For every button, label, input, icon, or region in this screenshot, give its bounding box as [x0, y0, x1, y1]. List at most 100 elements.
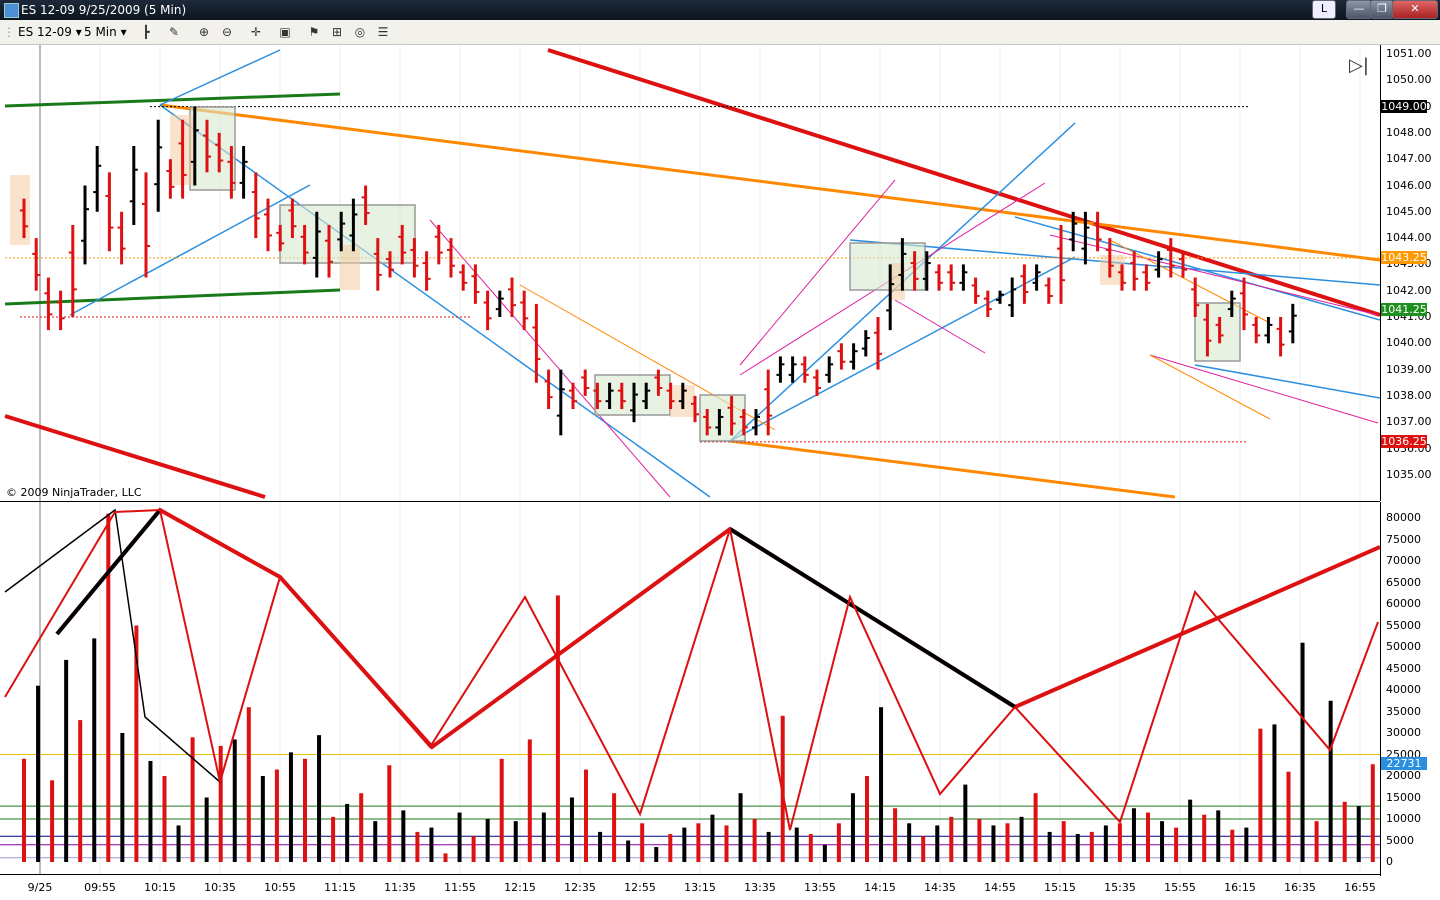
zigzag-black-major [728, 527, 1017, 709]
volume-bar [485, 819, 490, 862]
panel-divider[interactable] [0, 501, 1380, 502]
volume-bar [879, 707, 884, 862]
zoom-out-icon[interactable]: ⊖ [221, 25, 233, 39]
close-button[interactable]: ✕ [1392, 0, 1438, 19]
crosshair-icon[interactable]: ✛ [250, 25, 262, 39]
price-axis-label: 1045.00 [1386, 204, 1432, 218]
volume-bar [317, 735, 322, 862]
volume-bar [1328, 700, 1333, 862]
channel-blue [69, 184, 311, 316]
instrument-dropdown-icon: ▾ [75, 25, 82, 39]
time-axis-label: 13:15 [684, 881, 716, 894]
volume-bar [260, 776, 265, 862]
instrument-selector[interactable]: ES 12-09 ▾ [18, 24, 82, 40]
volume-bar [429, 827, 434, 862]
trendline-orange-main [159, 103, 1380, 262]
toolbar-grip: ⋮ [3, 25, 15, 39]
circle-icon[interactable]: ◎ [354, 25, 366, 39]
channel-blue [159, 104, 711, 498]
volume-axis-label: 80000 [1386, 511, 1421, 524]
volume-bar [893, 808, 898, 862]
interval-selector[interactable]: 5 Min ▾ [84, 24, 127, 40]
price-chart-panel[interactable] [0, 45, 1380, 501]
link-letter-button[interactable]: L [1312, 0, 1336, 19]
time-axis-label: 9/25 [27, 881, 53, 894]
channel-blue [1194, 364, 1380, 399]
volume-bar [682, 827, 687, 862]
price-axis-label: 1038.00 [1386, 388, 1432, 402]
time-axis-label: 13:55 [804, 881, 836, 894]
scroll-to-end-icon[interactable]: ▷| [1349, 55, 1369, 76]
volume-axis-label: 5000 [1386, 833, 1414, 847]
volume-axis-label: 35000 [1386, 704, 1421, 718]
volume-bar [752, 819, 757, 862]
volume-bar [626, 840, 631, 862]
volume-bar [1258, 728, 1263, 862]
window-title-bar: ES 12-09 9/25/2009 (5 Min) L — ❐ ✕ [0, 0, 1440, 20]
volume-bar [1216, 810, 1221, 862]
volume-bar [822, 844, 827, 862]
volume-bar [331, 816, 336, 862]
volume-bar [724, 825, 729, 862]
volume-bar [766, 831, 771, 862]
time-axis-label: 11:55 [444, 881, 476, 894]
fan-magenta [739, 179, 896, 366]
time-axis[interactable]: 9/25 09:55 10:15 10:35 10:55 11:15 11:35 11:55 1… [0, 876, 1440, 900]
volume-axis-label: 30000 [1386, 726, 1421, 739]
strategy-icon[interactable]: ⚑ [308, 25, 320, 39]
volume-bar [218, 745, 223, 862]
volume-axis-label: 55000 [1386, 618, 1421, 632]
trendline-orange-lower [729, 439, 1176, 499]
indicators-icon[interactable]: ⊞ [331, 25, 343, 39]
time-axis-label: 15:35 [1104, 881, 1136, 894]
volume-bar [1019, 816, 1024, 862]
fan-magenta [1149, 354, 1379, 424]
volume-bar [1314, 821, 1319, 862]
bar-style-icon[interactable]: ┣ [142, 25, 150, 39]
volume-axis-label: 10000 [1386, 812, 1421, 825]
volume-axis-label: 50000 [1386, 640, 1421, 653]
volume-bar [204, 797, 209, 862]
volume-bar [640, 823, 645, 862]
volume-bar [1061, 821, 1066, 862]
time-axis-label: 11:15 [324, 881, 356, 894]
volume-bar [1286, 771, 1291, 862]
properties-icon[interactable]: ▣ [279, 25, 291, 39]
volume-bar [654, 846, 659, 862]
price-badge: 1049.00 [1381, 99, 1427, 113]
price-badge: 1043.25 [1381, 250, 1427, 264]
volume-bar [907, 823, 912, 862]
zoom-in-icon[interactable]: ⊕ [198, 25, 210, 39]
volume-bar [977, 819, 982, 862]
time-axis-label: 10:55 [264, 881, 296, 894]
fan-magenta [894, 299, 986, 354]
volume-bar [949, 816, 954, 862]
minimize-button[interactable]: — [1346, 0, 1372, 19]
volume-axis-label: 20000 [1386, 769, 1421, 782]
fan-magenta [429, 219, 671, 498]
price-axis-label: 1037.00 [1386, 415, 1432, 429]
volume-bar [190, 737, 195, 862]
price-badge: 1036.25 [1381, 434, 1427, 448]
volume-bar [598, 831, 603, 862]
volume-bar [373, 821, 378, 862]
maximize-button[interactable]: ❐ [1370, 0, 1394, 19]
volume-bars [22, 513, 1375, 862]
data-box-icon[interactable]: ☰ [377, 25, 389, 39]
time-axis-label: 15:55 [1164, 881, 1196, 894]
price-axis-label: 1050.00 [1386, 73, 1432, 87]
time-axis-label: 13:35 [744, 881, 776, 894]
zigzag-red-major [55, 507, 1380, 750]
trendline-red-lower [4, 414, 266, 499]
time-axis-label: 15:15 [1044, 881, 1076, 894]
consolidation-box [189, 106, 236, 191]
volume-chart-panel[interactable] [0, 502, 1380, 874]
draw-pen-icon[interactable]: ✎ [168, 25, 180, 39]
volume-axis-label: 75000 [1386, 532, 1421, 546]
channel-blue [159, 49, 281, 106]
volume-bar [415, 831, 420, 862]
volume-bar [457, 812, 462, 862]
chart-toolbar: ⋮ ES 12-09 ▾ 5 Min ▾ ┣ ✎ ⊕ ⊖ ✛ ▣ ⚑ ⊞ ◎ ☰ [0, 20, 1440, 45]
fan-magenta [1049, 234, 1379, 316]
price-badge: 1041.25 [1381, 303, 1427, 317]
